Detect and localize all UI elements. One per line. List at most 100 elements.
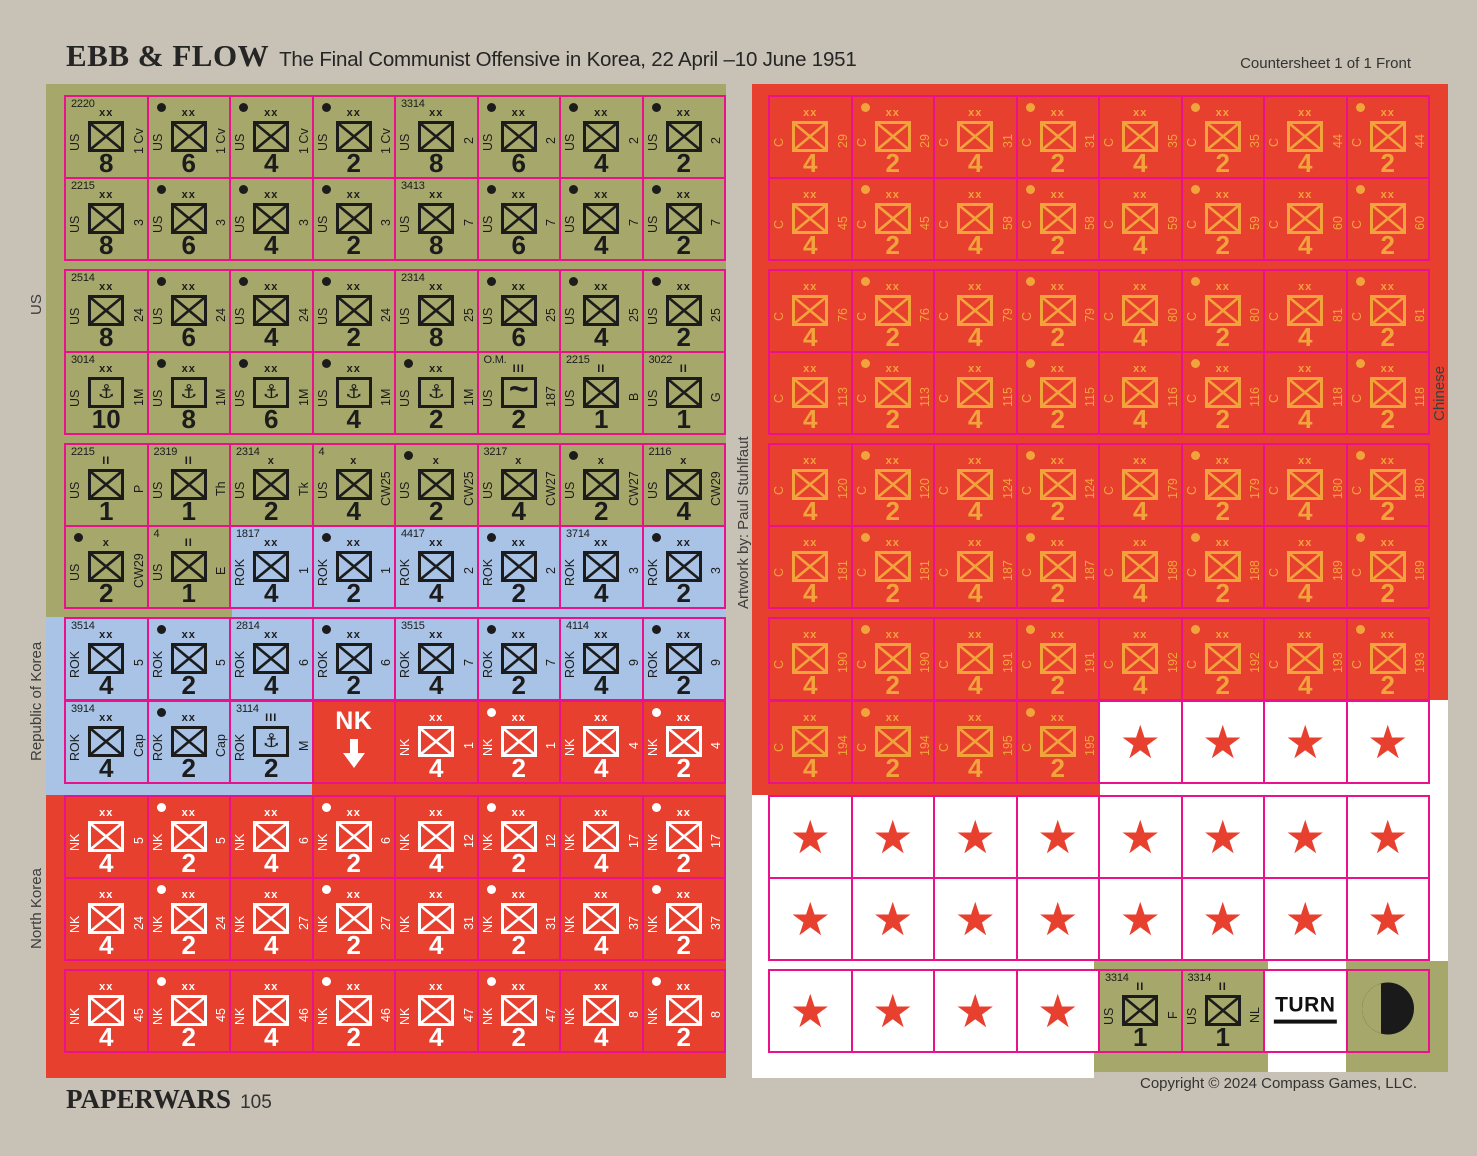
- infantry-icon: [1042, 380, 1073, 405]
- unit-size-symbol: xx: [99, 981, 114, 993]
- unit-type-box: [500, 726, 537, 757]
- combat-strength: 6: [264, 404, 279, 434]
- infantry-icon: [256, 472, 287, 497]
- counter-rok-6-4: 2814 xx ROK 6 4: [229, 617, 314, 701]
- infantry-icon: [877, 206, 908, 231]
- infantry-icon: [795, 729, 826, 754]
- combat-strength: 4: [511, 496, 526, 526]
- red-star-icon: ★: [1202, 810, 1244, 864]
- counter-nk-24-4: xx NK 24 4: [64, 877, 149, 961]
- infantry-icon: [503, 646, 534, 671]
- unit-size-symbol: xx: [346, 629, 361, 641]
- unit-designation: 29: [918, 134, 932, 148]
- infantry-icon: [91, 646, 122, 671]
- unit-type-box: [957, 469, 994, 500]
- unit-type-box: [1122, 551, 1159, 582]
- infantry-icon: [586, 998, 617, 1023]
- counter-nk-47-4: xx NK 47 4: [394, 969, 479, 1053]
- unit-type-box: [88, 551, 125, 582]
- unit-type-box: [418, 121, 455, 152]
- army-label: NK: [480, 915, 495, 933]
- unit-type-box: [1287, 377, 1324, 408]
- red-star-icon: ★: [1119, 810, 1161, 864]
- counter-c-35-2: xx C 35 2: [1180, 95, 1265, 179]
- army-label: US: [233, 481, 247, 499]
- counter-red-star: ★: [1180, 700, 1265, 784]
- army-label: C: [1349, 485, 1364, 495]
- army-label: US: [480, 307, 495, 325]
- unit-size-symbol: xx: [511, 189, 526, 201]
- army-label: C: [854, 485, 869, 495]
- counter-us-e-1: 4 II US E 1: [146, 525, 231, 609]
- counter-rok-5-4: 3514 xx ROK 5 4: [64, 617, 149, 701]
- counter-c-193-2: xx C 193 2: [1345, 617, 1430, 701]
- army-label: ROK: [645, 558, 660, 586]
- unit-type-box: [1039, 726, 1076, 757]
- unit-size-symbol: xx: [1133, 455, 1148, 467]
- unit-designation: 37: [709, 916, 723, 930]
- unit-size-symbol: xx: [429, 107, 444, 119]
- counter-c-194-4: xx C 194 4: [768, 700, 853, 784]
- reduced-strength-dot: [239, 359, 248, 368]
- combat-strength: 2: [181, 670, 196, 700]
- unit-type-box: [1287, 121, 1324, 152]
- combat-strength: 4: [803, 753, 818, 783]
- reduced-strength-dot: [860, 359, 870, 368]
- infantry-icon: [668, 298, 699, 323]
- unit-size-symbol: xx: [429, 712, 444, 724]
- combat-strength: 4: [594, 148, 609, 178]
- counter-nk-17-2: xx NK 17 2: [641, 795, 726, 879]
- counter-rok-1-2: xx ROK 1 2: [311, 525, 396, 609]
- unit-designation: 4: [626, 742, 641, 750]
- unit-type-box: [1122, 203, 1159, 234]
- reduced-strength-dot: [486, 185, 496, 194]
- army-label: US: [150, 307, 165, 325]
- army-label: NK: [398, 915, 412, 933]
- army-label: NK: [480, 1007, 495, 1025]
- army-label: C: [1267, 219, 1281, 229]
- unit-designation: 115: [1083, 387, 1097, 407]
- infantry-icon: [877, 124, 908, 149]
- combat-strength: 4: [1133, 148, 1148, 178]
- army-label: NK: [398, 1007, 412, 1025]
- unit-type-box: [1369, 295, 1406, 326]
- army-label: US: [150, 563, 165, 581]
- infantry-icon: [338, 824, 369, 849]
- unit-type-box: [253, 903, 290, 934]
- unit-designation: 118: [1413, 387, 1427, 407]
- unit-size-symbol: xx: [594, 107, 609, 119]
- combat-strength: 2: [885, 753, 900, 783]
- combat-strength: 2: [1050, 322, 1065, 352]
- unit-size-symbol: xx: [968, 629, 983, 641]
- unit-type-box: [1204, 643, 1241, 674]
- army-label: C: [1019, 742, 1034, 752]
- unit-size-symbol: x: [267, 455, 275, 467]
- page-subtitle: The Final Communist Offensive in Korea, …: [279, 48, 857, 71]
- combat-strength: 4: [99, 1022, 114, 1052]
- unit-size-symbol: xx: [1050, 537, 1065, 549]
- army-label: US: [150, 481, 165, 499]
- unit-type-box: [1369, 551, 1406, 582]
- unit-type-box: [1039, 643, 1076, 674]
- army-label: NK: [480, 738, 495, 756]
- army-label: NK: [68, 1007, 82, 1025]
- combat-strength: 4: [968, 148, 983, 178]
- counter-us-cw29-2: x US CW29 2: [64, 525, 149, 609]
- unit-size-symbol: xx: [885, 189, 900, 201]
- army-label: C: [772, 137, 786, 147]
- counter-us-1m-4: xx ⚓ US 1M 4: [311, 351, 396, 435]
- unit-designation: M: [296, 740, 311, 752]
- counter-red-star: ★: [768, 877, 853, 961]
- unit-designation: 188: [1248, 560, 1262, 582]
- unit-designation: 180: [1330, 478, 1345, 500]
- infantry-icon: [1207, 206, 1238, 231]
- infantry-icon: [421, 124, 452, 149]
- counter-setup-id: 2215: [566, 354, 590, 366]
- unit-designation: 5: [131, 659, 146, 667]
- unit-size-symbol: II: [679, 363, 688, 375]
- army-label: NK: [563, 1007, 577, 1025]
- counter-setup-id: 3314: [401, 98, 425, 110]
- combat-strength: 4: [1298, 230, 1313, 260]
- counter-red-star: ★: [1015, 877, 1100, 961]
- counter-red-star: ★: [1098, 700, 1183, 784]
